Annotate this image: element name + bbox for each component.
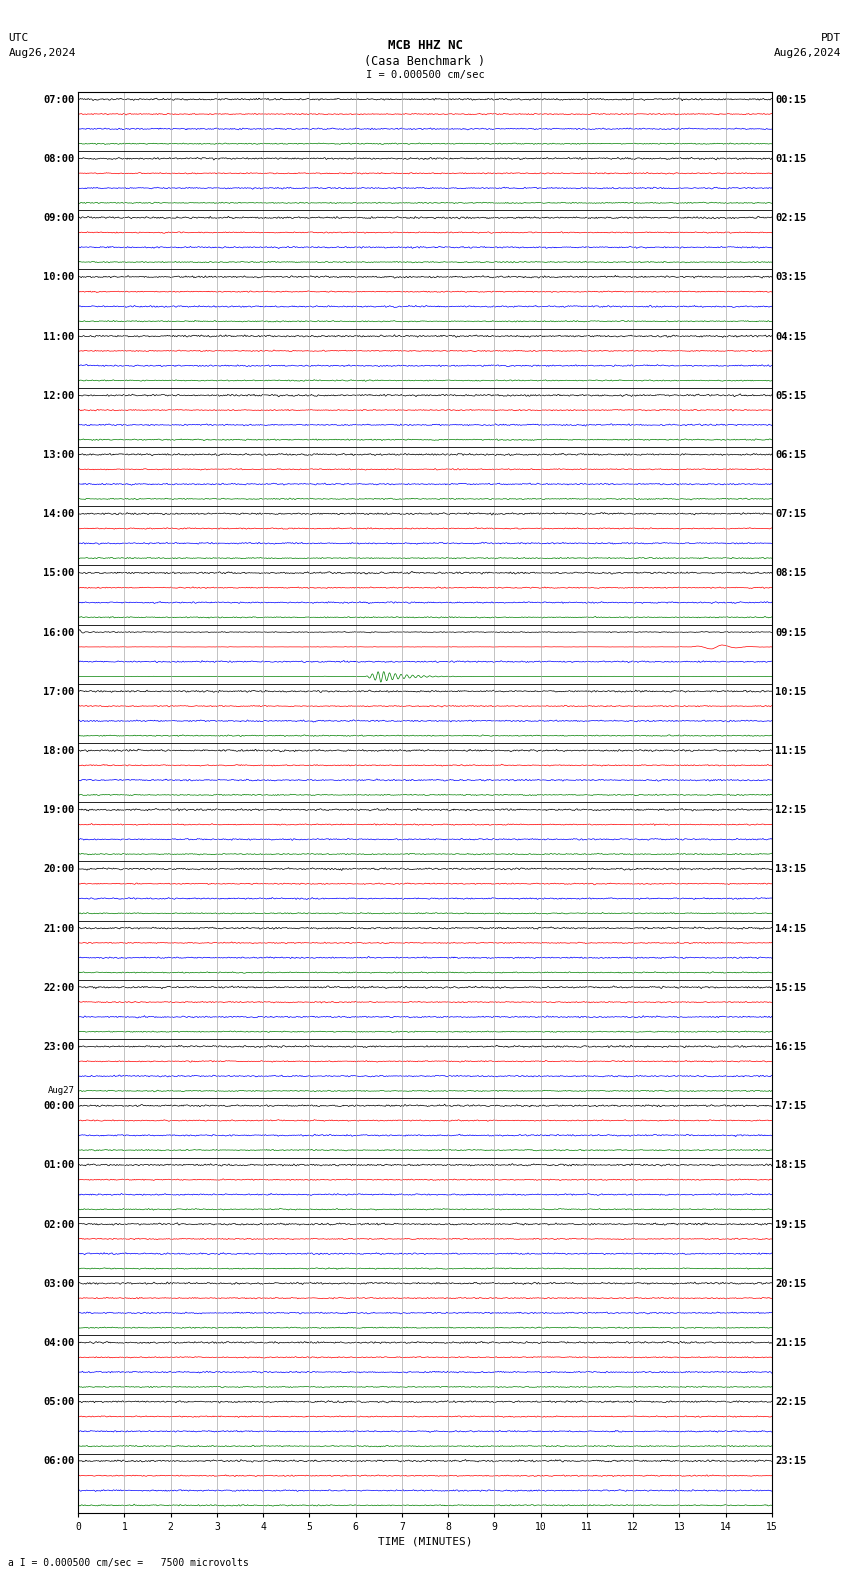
Text: 09:00: 09:00	[43, 214, 75, 223]
Text: I = 0.000500 cm/sec: I = 0.000500 cm/sec	[366, 70, 484, 79]
Text: 04:00: 04:00	[43, 1338, 75, 1348]
Text: 13:15: 13:15	[775, 865, 807, 874]
Text: 23:15: 23:15	[775, 1456, 807, 1467]
Text: 15:15: 15:15	[775, 982, 807, 993]
Text: 11:15: 11:15	[775, 746, 807, 756]
Text: 11:00: 11:00	[43, 331, 75, 342]
Text: 07:00: 07:00	[43, 95, 75, 105]
Text: (Casa Benchmark ): (Casa Benchmark )	[365, 54, 485, 68]
Text: 07:15: 07:15	[775, 508, 807, 520]
Text: 15:00: 15:00	[43, 569, 75, 578]
Text: 08:00: 08:00	[43, 154, 75, 165]
Text: 18:15: 18:15	[775, 1161, 807, 1171]
Text: 12:00: 12:00	[43, 391, 75, 401]
Text: 19:15: 19:15	[775, 1220, 807, 1229]
Text: PDT: PDT	[821, 33, 842, 43]
Text: 21:15: 21:15	[775, 1338, 807, 1348]
Text: 13:00: 13:00	[43, 450, 75, 459]
Text: a I = 0.000500 cm/sec =   7500 microvolts: a I = 0.000500 cm/sec = 7500 microvolts	[8, 1559, 249, 1568]
Text: 12:15: 12:15	[775, 805, 807, 816]
Text: 20:00: 20:00	[43, 865, 75, 874]
Text: 00:15: 00:15	[775, 95, 807, 105]
Text: 20:15: 20:15	[775, 1278, 807, 1289]
Text: 22:15: 22:15	[775, 1397, 807, 1407]
Text: UTC: UTC	[8, 33, 29, 43]
Text: TIME (MINUTES): TIME (MINUTES)	[377, 1536, 473, 1546]
Text: 17:00: 17:00	[43, 687, 75, 697]
Text: 05:00: 05:00	[43, 1397, 75, 1407]
Text: 04:15: 04:15	[775, 331, 807, 342]
Text: Aug27: Aug27	[48, 1087, 75, 1096]
Text: 10:00: 10:00	[43, 272, 75, 282]
Text: Aug26,2024: Aug26,2024	[774, 48, 842, 57]
Text: MCB HHZ NC: MCB HHZ NC	[388, 38, 462, 52]
Text: 18:00: 18:00	[43, 746, 75, 756]
Text: 08:15: 08:15	[775, 569, 807, 578]
Text: 10:15: 10:15	[775, 687, 807, 697]
Text: 06:15: 06:15	[775, 450, 807, 459]
Text: 02:15: 02:15	[775, 214, 807, 223]
Text: 21:00: 21:00	[43, 923, 75, 933]
Text: 14:00: 14:00	[43, 508, 75, 520]
Text: 14:15: 14:15	[775, 923, 807, 933]
Text: 03:15: 03:15	[775, 272, 807, 282]
Text: 17:15: 17:15	[775, 1101, 807, 1112]
Text: 09:15: 09:15	[775, 627, 807, 638]
Text: 05:15: 05:15	[775, 391, 807, 401]
Text: 03:00: 03:00	[43, 1278, 75, 1289]
Text: 16:00: 16:00	[43, 627, 75, 638]
Text: 02:00: 02:00	[43, 1220, 75, 1229]
Text: 19:00: 19:00	[43, 805, 75, 816]
Text: 23:00: 23:00	[43, 1042, 75, 1052]
Text: 01:15: 01:15	[775, 154, 807, 165]
Text: 16:15: 16:15	[775, 1042, 807, 1052]
Text: Aug26,2024: Aug26,2024	[8, 48, 76, 57]
Text: 22:00: 22:00	[43, 982, 75, 993]
Text: 06:00: 06:00	[43, 1456, 75, 1467]
Text: 00:00: 00:00	[43, 1101, 75, 1112]
Text: 01:00: 01:00	[43, 1161, 75, 1171]
